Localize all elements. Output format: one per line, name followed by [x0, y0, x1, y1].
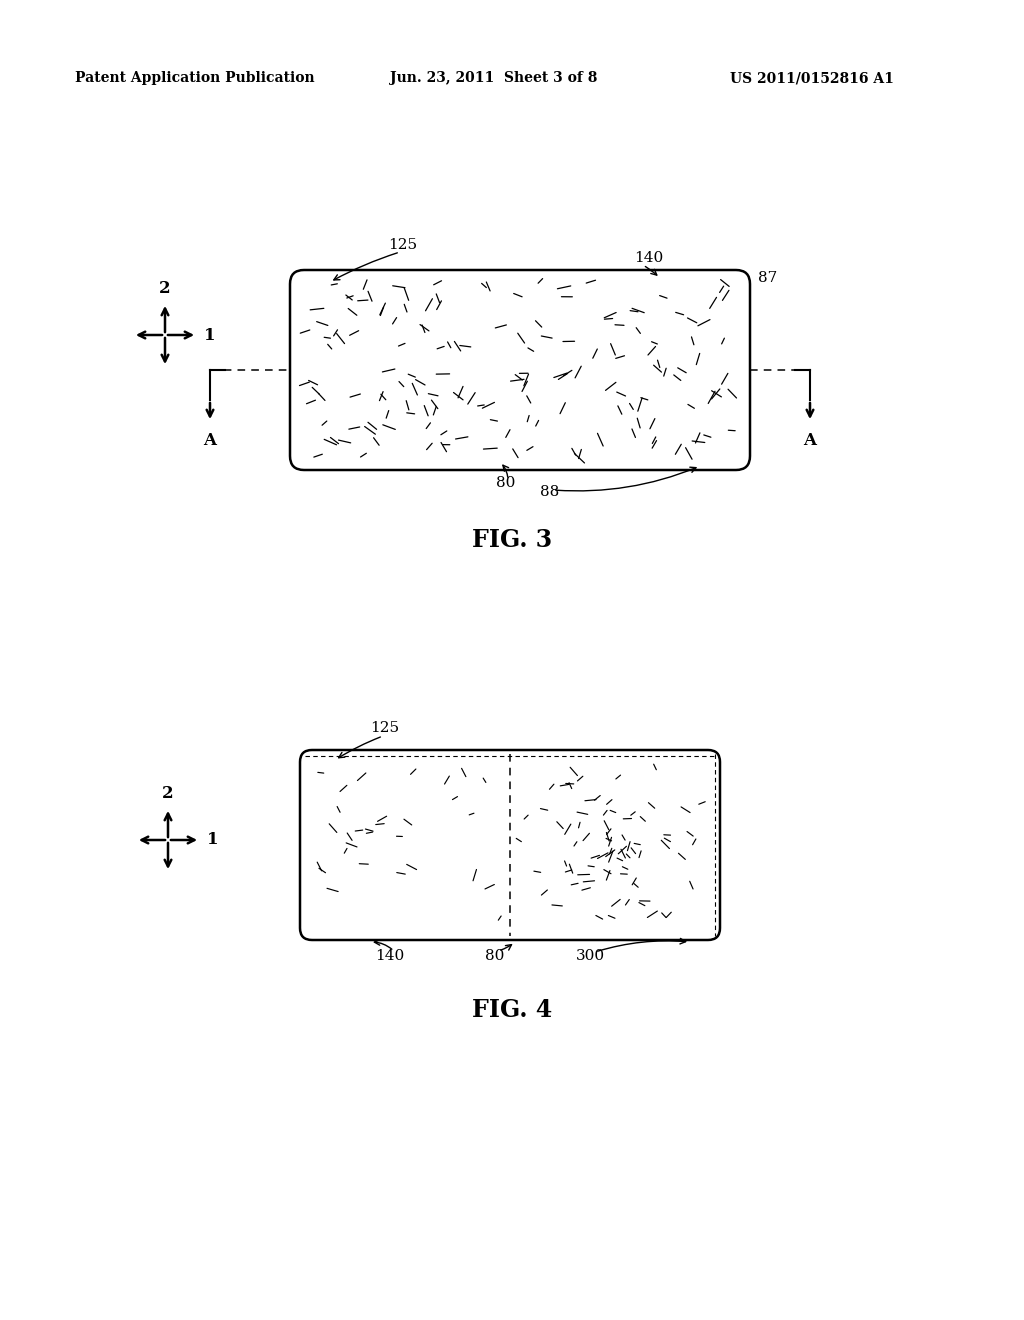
Text: 1: 1	[207, 832, 218, 849]
FancyBboxPatch shape	[290, 271, 750, 470]
Text: 300: 300	[575, 949, 604, 964]
Text: 2: 2	[159, 280, 171, 297]
Text: 125: 125	[388, 238, 417, 252]
Text: 80: 80	[496, 477, 515, 490]
Text: A: A	[204, 432, 216, 449]
Text: Patent Application Publication: Patent Application Publication	[75, 71, 314, 84]
Text: US 2011/0152816 A1: US 2011/0152816 A1	[730, 71, 894, 84]
Text: A: A	[804, 432, 816, 449]
Text: 140: 140	[634, 251, 664, 265]
Text: 125: 125	[370, 721, 399, 735]
Text: 87: 87	[758, 271, 777, 285]
Text: 2: 2	[162, 785, 174, 803]
Text: FIG. 4: FIG. 4	[472, 998, 552, 1022]
FancyBboxPatch shape	[300, 750, 720, 940]
Text: 80: 80	[485, 949, 505, 964]
Text: 1: 1	[204, 326, 215, 343]
Text: Jun. 23, 2011  Sheet 3 of 8: Jun. 23, 2011 Sheet 3 of 8	[390, 71, 597, 84]
Text: 140: 140	[376, 949, 404, 964]
Text: 88: 88	[540, 484, 559, 499]
Text: FIG. 3: FIG. 3	[472, 528, 552, 552]
